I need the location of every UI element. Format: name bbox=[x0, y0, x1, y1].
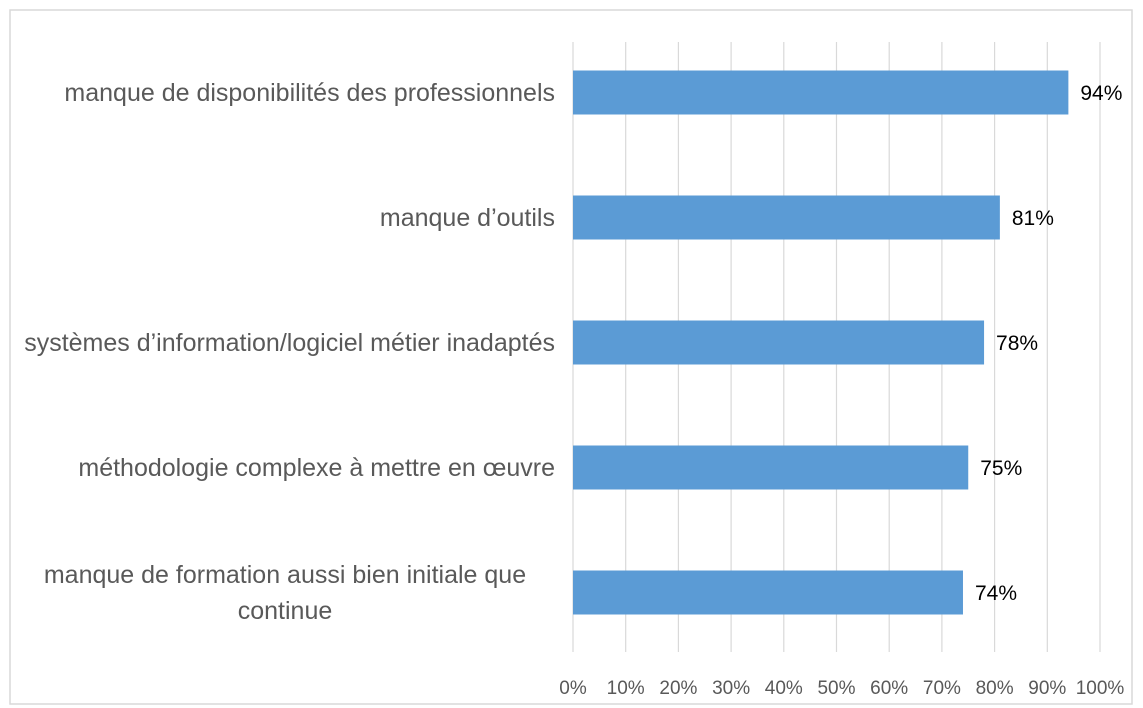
x-tick-label: 30% bbox=[712, 678, 750, 699]
data-label: 81% bbox=[1012, 207, 1054, 230]
y-tick-label-box: systèmes d’information/logiciel métier i… bbox=[15, 288, 555, 398]
data-label: 78% bbox=[996, 332, 1038, 355]
y-tick-label-box: manque d’outils bbox=[15, 163, 555, 273]
bar bbox=[573, 320, 985, 365]
x-tick-label: 50% bbox=[817, 678, 855, 699]
chart-frame bbox=[9, 9, 1133, 705]
x-tick-label: 40% bbox=[765, 678, 803, 699]
x-tick-label: 60% bbox=[870, 678, 908, 699]
x-tick-label: 70% bbox=[923, 678, 961, 699]
bar bbox=[573, 70, 1069, 115]
data-label: 75% bbox=[980, 457, 1022, 480]
x-tick-label: 20% bbox=[659, 678, 697, 699]
y-tick-label: manque d’outils bbox=[379, 203, 555, 232]
y-tick-label: manque de formation aussi bien initiale … bbox=[43, 560, 527, 625]
y-tick-label: méthodologie complexe à mettre en œuvre bbox=[78, 453, 555, 482]
x-tick-label: 100% bbox=[1076, 678, 1125, 699]
bar bbox=[573, 195, 1000, 240]
y-tick-label: manque de disponibilités des professionn… bbox=[64, 78, 555, 107]
data-label: 94% bbox=[1080, 82, 1122, 105]
x-tick-label: 10% bbox=[607, 678, 645, 699]
data-label: 74% bbox=[975, 582, 1017, 605]
y-tick-label-box: manque de formation aussi bien initiale … bbox=[15, 538, 555, 648]
y-tick-label-box: méthodologie complexe à mettre en œuvre bbox=[15, 413, 555, 523]
bar bbox=[573, 445, 969, 490]
y-tick-label-box: manque de disponibilités des professionn… bbox=[15, 38, 555, 148]
bar bbox=[573, 570, 963, 615]
x-tick-label: 90% bbox=[1028, 678, 1066, 699]
x-tick-label: 80% bbox=[976, 678, 1014, 699]
x-tick-label: 0% bbox=[559, 678, 587, 699]
y-tick-label: systèmes d’information/logiciel métier i… bbox=[24, 328, 555, 357]
